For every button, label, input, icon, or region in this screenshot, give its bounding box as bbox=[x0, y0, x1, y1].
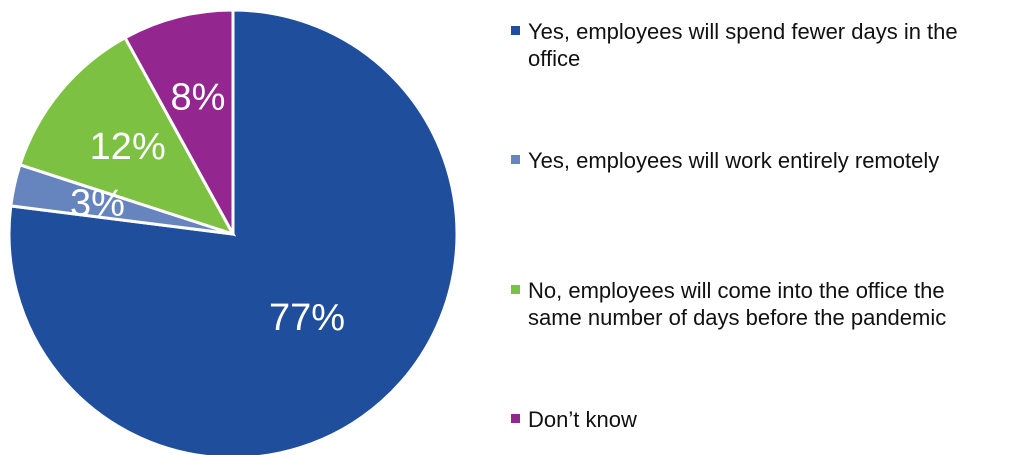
legend-label: Don’t know bbox=[528, 407, 637, 432]
legend-item-fewer-days: Yes, employees will spend fewer days in … bbox=[511, 18, 998, 72]
pie-data-label: 12% bbox=[90, 126, 166, 168]
pie-data-label: 77% bbox=[269, 297, 345, 339]
pie-data-label: 3% bbox=[70, 183, 125, 225]
pie-slice-don-t-know bbox=[123, 8, 235, 235]
legend-swatch bbox=[511, 26, 520, 35]
pie-data-label: 8% bbox=[170, 76, 225, 118]
legend-item-entirely-remote: Yes, employees will work entirely remote… bbox=[511, 147, 1033, 174]
legend-label: Yes, employees will work entirely remote… bbox=[528, 148, 940, 173]
legend-item-dont-know: Don’t know bbox=[511, 406, 998, 433]
pie-chart: 77% 3% 12%8% bbox=[7, 8, 459, 455]
legend-swatch bbox=[511, 414, 520, 423]
legend-swatch bbox=[511, 285, 520, 294]
legend-item-same-days: No, employees will come into the office … bbox=[511, 277, 998, 331]
legend-swatch bbox=[511, 155, 520, 164]
legend-label: Yes, employees will spend fewer days in … bbox=[528, 19, 958, 71]
pie-slice-no-employees-will-come-into-the-office-t bbox=[18, 35, 237, 237]
legend-label: No, employees will come into the office … bbox=[528, 278, 947, 330]
